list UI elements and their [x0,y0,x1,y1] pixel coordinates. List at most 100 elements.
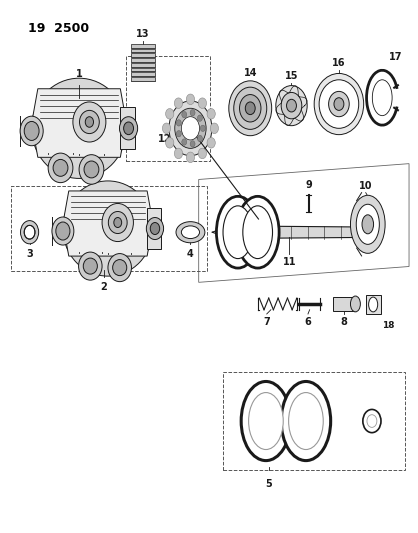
Text: 19  2500: 19 2500 [28,22,89,35]
Bar [131,72,155,76]
Ellipse shape [113,260,127,276]
Ellipse shape [236,196,279,268]
Text: 4: 4 [187,248,194,259]
Ellipse shape [245,102,255,115]
Text: 11: 11 [283,257,296,267]
Ellipse shape [124,122,133,135]
Text: 12: 12 [158,134,171,144]
Bar [333,296,355,311]
Bar [131,44,155,47]
Ellipse shape [146,217,163,239]
Ellipse shape [166,138,174,148]
Text: 3: 3 [26,248,33,259]
Bar [131,58,155,62]
Ellipse shape [190,141,195,147]
Ellipse shape [174,148,183,159]
Ellipse shape [367,415,377,427]
Ellipse shape [102,204,133,241]
Ellipse shape [223,206,253,259]
Ellipse shape [198,148,206,159]
Polygon shape [32,89,127,157]
Ellipse shape [163,123,171,134]
Ellipse shape [369,297,378,312]
Text: 1: 1 [76,69,82,79]
Ellipse shape [363,409,381,433]
Ellipse shape [356,204,380,244]
Ellipse shape [79,155,104,184]
Ellipse shape [240,94,261,122]
Text: 14: 14 [244,68,257,78]
Text: 9: 9 [306,180,312,190]
Polygon shape [219,226,364,239]
Ellipse shape [229,81,272,136]
Ellipse shape [20,221,38,244]
Bar [11,187,207,271]
Ellipse shape [56,222,70,240]
Ellipse shape [79,110,99,134]
Ellipse shape [200,125,205,132]
Ellipse shape [108,212,127,233]
Ellipse shape [166,109,174,119]
Ellipse shape [79,252,102,280]
Ellipse shape [281,382,331,461]
Ellipse shape [319,80,359,128]
Ellipse shape [276,86,307,126]
Ellipse shape [48,153,73,183]
Text: 16: 16 [332,58,346,68]
Text: 18: 18 [382,321,395,330]
Ellipse shape [150,222,160,235]
Bar [131,68,155,71]
Ellipse shape [83,258,97,274]
Ellipse shape [181,117,199,140]
Ellipse shape [181,226,199,239]
Ellipse shape [207,109,215,119]
Ellipse shape [281,92,302,119]
Ellipse shape [207,138,215,148]
Ellipse shape [217,196,259,268]
Ellipse shape [287,99,296,112]
Bar [366,295,380,314]
Ellipse shape [176,131,181,137]
Bar [131,63,155,67]
Ellipse shape [186,152,194,163]
Ellipse shape [362,215,374,234]
Ellipse shape [174,98,183,108]
Bar [224,372,405,470]
Ellipse shape [198,98,206,108]
Ellipse shape [350,195,385,253]
Ellipse shape [241,382,291,461]
Ellipse shape [288,393,323,449]
Ellipse shape [314,74,364,135]
Ellipse shape [329,91,349,117]
Ellipse shape [334,98,344,110]
Ellipse shape [24,225,35,239]
Polygon shape [147,208,161,248]
Ellipse shape [243,206,273,259]
Ellipse shape [108,254,131,281]
Ellipse shape [249,393,283,449]
Ellipse shape [120,117,138,140]
Polygon shape [63,191,153,256]
Ellipse shape [114,217,122,228]
Ellipse shape [350,296,360,312]
Ellipse shape [175,108,206,148]
Ellipse shape [182,139,187,145]
Ellipse shape [32,78,127,179]
Ellipse shape [182,111,187,118]
Ellipse shape [210,123,219,134]
Ellipse shape [197,135,202,142]
Text: 10: 10 [359,181,372,191]
Text: 17: 17 [389,52,403,62]
Ellipse shape [176,222,205,243]
Bar [131,77,155,81]
Ellipse shape [186,94,194,104]
Bar [131,53,155,57]
Bar [126,55,210,161]
Text: 13: 13 [136,29,150,39]
Polygon shape [120,107,135,149]
Text: 15: 15 [285,71,298,82]
Ellipse shape [169,101,212,156]
Ellipse shape [24,122,39,140]
Ellipse shape [176,120,181,126]
Ellipse shape [63,181,153,276]
